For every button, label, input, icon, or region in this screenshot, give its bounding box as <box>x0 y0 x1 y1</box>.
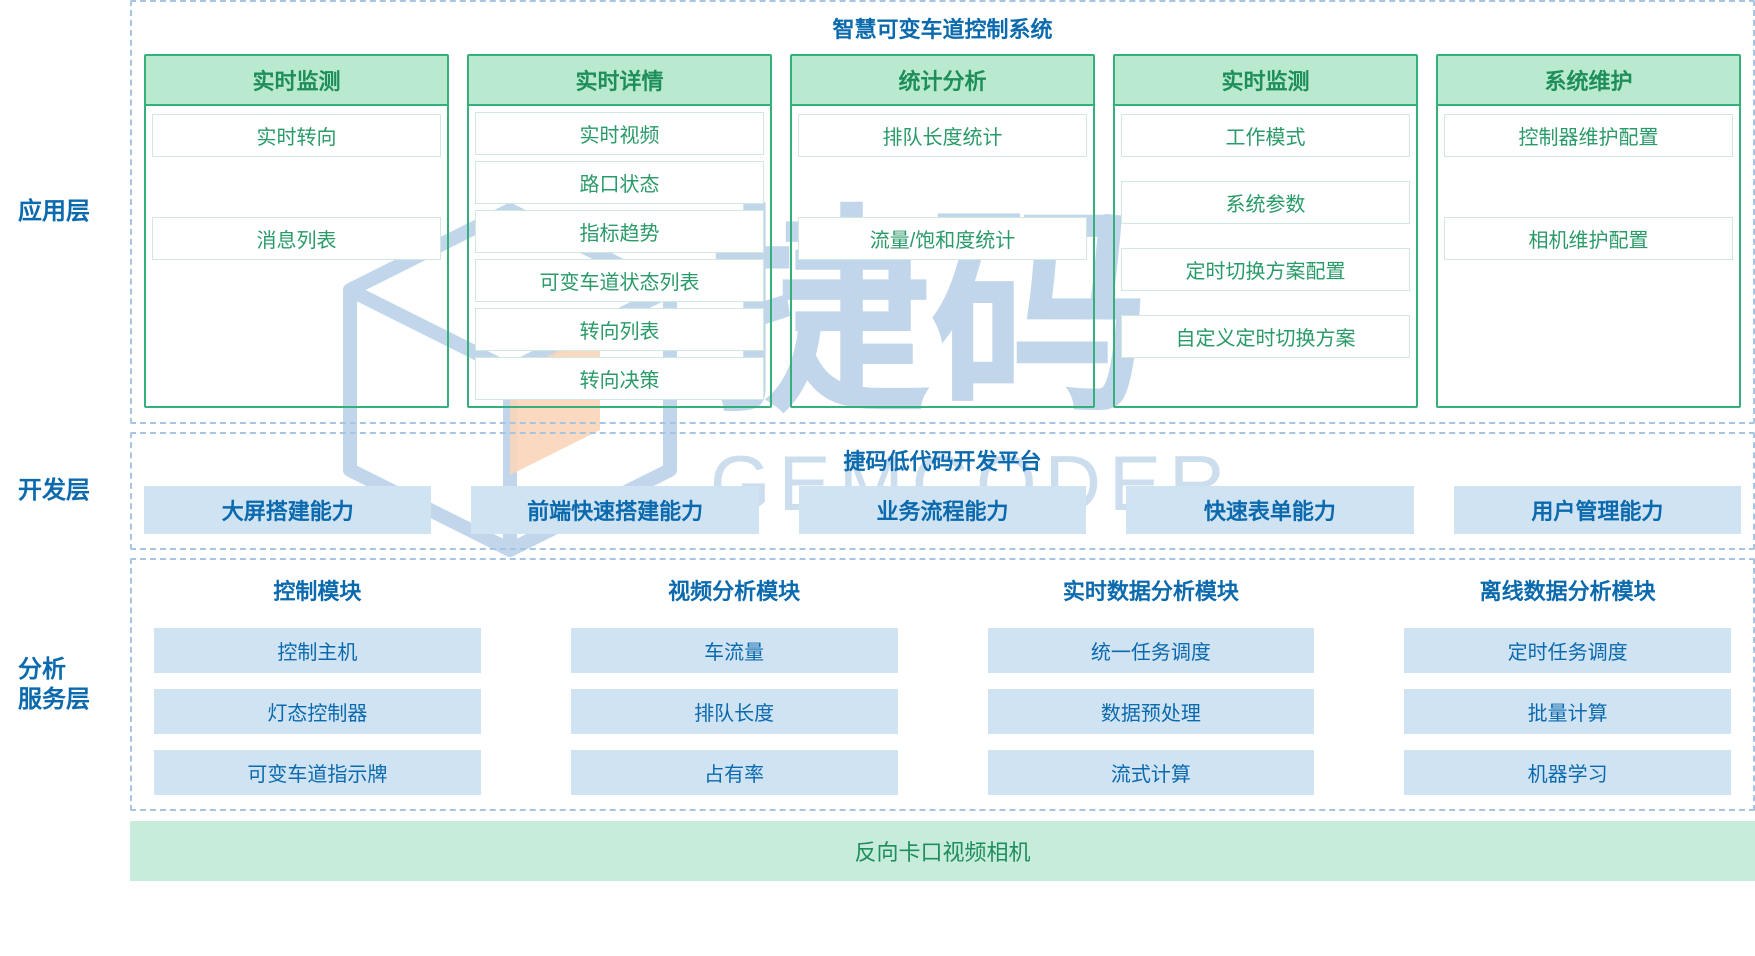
app-card-header: 实时监测 <box>1115 56 1416 106</box>
analysis-header: 视频分析模块 <box>571 570 898 612</box>
layer-label-dev: 开发层 <box>0 432 130 550</box>
analysis-header: 实时数据分析模块 <box>988 570 1315 612</box>
analysis-item: 车流量 <box>571 628 898 673</box>
application-layer: 应用层 智慧可变车道控制系统 实时监测 实时转向 消息列表 实时详情 实时视频 … <box>0 0 1755 424</box>
dev-layer: 开发层 捷码低代码开发平台 大屏搭建能力 前端快速搭建能力 业务流程能力 快速表… <box>0 432 1755 550</box>
app-card-realtime-monitoring-1: 实时监测 实时转向 消息列表 <box>144 54 449 408</box>
layer-label-application: 应用层 <box>0 0 130 424</box>
app-item: 转向决策 <box>475 357 764 400</box>
app-card-body: 控制器维护配置 相机维护配置 <box>1438 106 1739 366</box>
app-item: 路口状态 <box>475 161 764 204</box>
analysis-item: 流式计算 <box>988 750 1315 795</box>
analysis-col-control: 控制模块 控制主机 灯态控制器 可变车道指示牌 <box>154 570 481 795</box>
dev-pill-row: 大屏搭建能力 前端快速搭建能力 业务流程能力 快速表单能力 用户管理能力 <box>144 486 1741 534</box>
analysis-item: 定时任务调度 <box>1404 628 1731 673</box>
analysis-item: 数据预处理 <box>988 689 1315 734</box>
app-item: 实时视频 <box>475 112 764 155</box>
analysis-cols: 控制模块 控制主机 灯态控制器 可变车道指示牌 视频分析模块 车流量 排队长度 … <box>144 570 1741 795</box>
app-item: 排队长度统计 <box>798 114 1087 157</box>
dev-title: 捷码低代码开发平台 <box>144 444 1741 476</box>
app-item: 相机维护配置 <box>1444 217 1733 260</box>
app-card-body: 实时转向 消息列表 <box>146 106 447 366</box>
application-title: 智慧可变车道控制系统 <box>144 12 1741 44</box>
app-card-body: 排队长度统计 流量/饱和度统计 <box>792 106 1093 366</box>
analysis-item: 机器学习 <box>1404 750 1731 795</box>
dev-pill: 快速表单能力 <box>1126 486 1413 534</box>
dev-pill: 用户管理能力 <box>1454 486 1741 534</box>
app-card-header: 实时监测 <box>146 56 447 106</box>
footer-bar: 反向卡口视频相机 <box>130 821 1755 881</box>
analysis-item: 灯态控制器 <box>154 689 481 734</box>
app-card-body: 工作模式 系统参数 定时切换方案配置 自定义定时切换方案 <box>1115 106 1416 366</box>
app-card-body: 实时视频 路口状态 指标趋势 可变车道状态列表 转向列表 转向决策 <box>469 106 770 406</box>
app-item: 定时切换方案配置 <box>1121 248 1410 291</box>
analysis-item: 控制主机 <box>154 628 481 673</box>
app-card-header: 系统维护 <box>1438 56 1739 106</box>
app-card-realtime-details: 实时详情 实时视频 路口状态 指标趋势 可变车道状态列表 转向列表 转向决策 <box>467 54 772 408</box>
analysis-col-offline: 离线数据分析模块 定时任务调度 批量计算 机器学习 <box>1404 570 1731 795</box>
app-item: 系统参数 <box>1121 181 1410 224</box>
analysis-header: 离线数据分析模块 <box>1404 570 1731 612</box>
app-item: 消息列表 <box>152 217 441 260</box>
application-card-row: 实时监测 实时转向 消息列表 实时详情 实时视频 路口状态 指标趋势 可变车道状… <box>144 54 1741 408</box>
analysis-header: 控制模块 <box>154 570 481 612</box>
app-card-header: 实时详情 <box>469 56 770 106</box>
analysis-item: 占有率 <box>571 750 898 795</box>
dev-pill: 前端快速搭建能力 <box>471 486 758 534</box>
analysis-item: 统一任务调度 <box>988 628 1315 673</box>
app-item: 工作模式 <box>1121 114 1410 157</box>
app-item: 可变车道状态列表 <box>475 259 764 302</box>
app-item: 流量/饱和度统计 <box>798 217 1087 260</box>
analysis-col-video: 视频分析模块 车流量 排队长度 占有率 <box>571 570 898 795</box>
analysis-item: 可变车道指示牌 <box>154 750 481 795</box>
dev-pill: 业务流程能力 <box>799 486 1086 534</box>
app-item: 控制器维护配置 <box>1444 114 1733 157</box>
app-item: 转向列表 <box>475 308 764 351</box>
app-item: 指标趋势 <box>475 210 764 253</box>
application-layer-body: 智慧可变车道控制系统 实时监测 实时转向 消息列表 实时详情 实时视频 路口状态… <box>130 0 1755 424</box>
app-item: 自定义定时切换方案 <box>1121 315 1410 358</box>
analysis-layer-body: 控制模块 控制主机 灯态控制器 可变车道指示牌 视频分析模块 车流量 排队长度 … <box>130 558 1755 811</box>
app-card-header: 统计分析 <box>792 56 1093 106</box>
dev-layer-body: 捷码低代码开发平台 大屏搭建能力 前端快速搭建能力 业务流程能力 快速表单能力 … <box>130 432 1755 550</box>
analysis-layer: 分析 服务层 控制模块 控制主机 灯态控制器 可变车道指示牌 视频分析模块 车流… <box>0 558 1755 811</box>
dev-pill: 大屏搭建能力 <box>144 486 431 534</box>
layer-label-analysis: 分析 服务层 <box>0 558 130 811</box>
app-card-system-maintenance: 系统维护 控制器维护配置 相机维护配置 <box>1436 54 1741 408</box>
analysis-col-realtime: 实时数据分析模块 统一任务调度 数据预处理 流式计算 <box>988 570 1315 795</box>
app-item: 实时转向 <box>152 114 441 157</box>
app-card-realtime-monitoring-2: 实时监测 工作模式 系统参数 定时切换方案配置 自定义定时切换方案 <box>1113 54 1418 408</box>
analysis-item: 排队长度 <box>571 689 898 734</box>
app-card-statistics: 统计分析 排队长度统计 流量/饱和度统计 <box>790 54 1095 408</box>
analysis-item: 批量计算 <box>1404 689 1731 734</box>
footer-row: 反向卡口视频相机 <box>0 821 1755 881</box>
